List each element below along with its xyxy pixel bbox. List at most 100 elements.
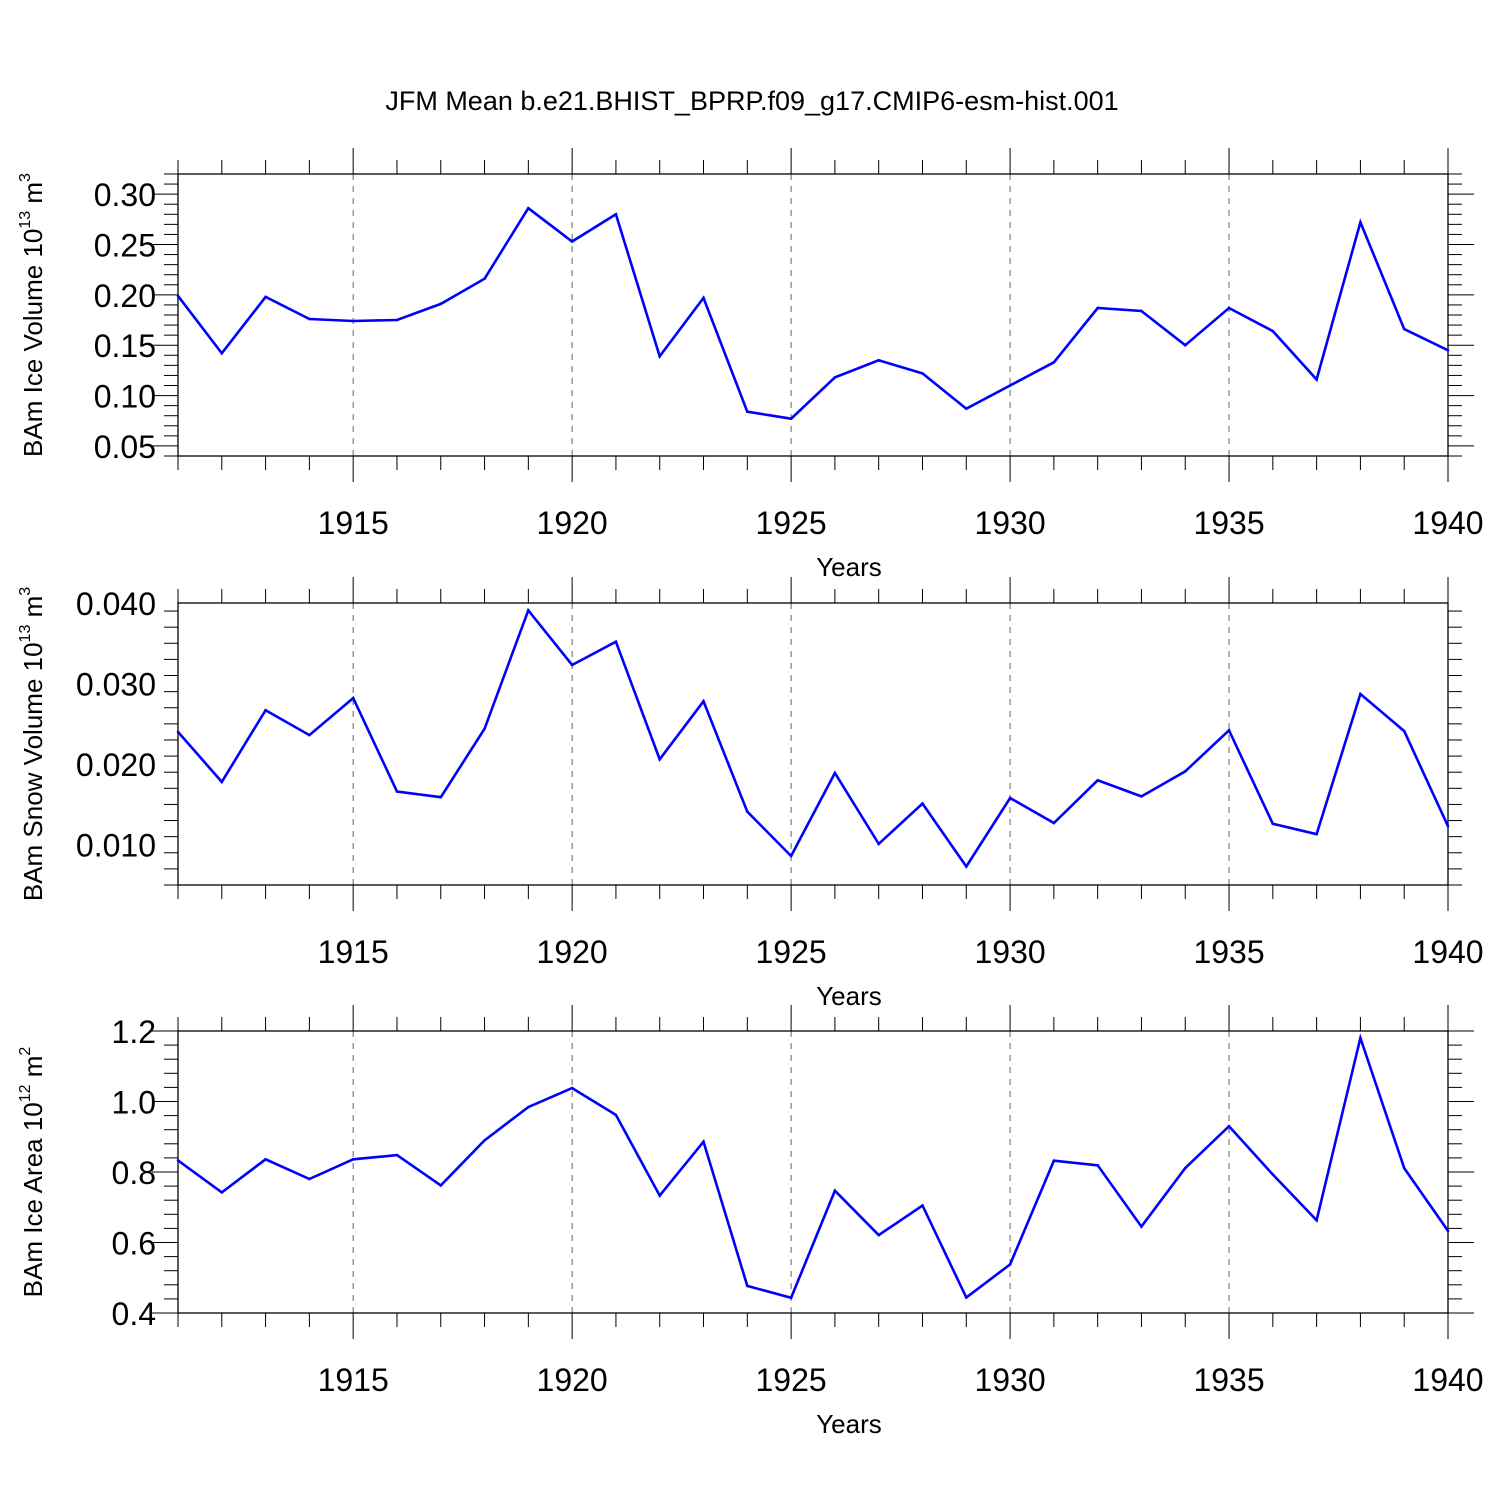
data-point xyxy=(1359,221,1362,224)
data-point xyxy=(1140,1225,1143,1228)
x-axis-label: Years xyxy=(816,981,882,1011)
plot-frame xyxy=(177,602,1449,886)
x-tick-label: 1930 xyxy=(974,1362,1045,1398)
series-line xyxy=(177,607,1450,869)
data-point xyxy=(833,376,837,379)
data-point xyxy=(1227,1124,1231,1128)
x-tick-label: 1925 xyxy=(756,934,827,970)
data-point xyxy=(658,1194,662,1197)
data-point xyxy=(483,277,486,281)
data-point xyxy=(1402,729,1406,733)
data-point xyxy=(746,410,749,413)
data-point xyxy=(1183,770,1187,773)
data-point xyxy=(176,1159,180,1162)
y-tick-label: 1.0 xyxy=(112,1085,156,1121)
data-point xyxy=(1052,1159,1056,1163)
x-tick-label: 1920 xyxy=(537,1362,608,1398)
data-point xyxy=(1271,822,1275,826)
panel-2: 0.010 0.020 0.030 0.040 1915 1920 1925 1930 1935… xyxy=(17,577,1484,1011)
data-point xyxy=(1008,384,1012,387)
data-point xyxy=(1008,1263,1012,1266)
panel-1: 0.05 0.10 0.15 0.20 0.25 0.30 1915 1920 1925 1930… xyxy=(17,148,1484,582)
series-line xyxy=(176,206,1449,421)
x-tick-label: 1915 xyxy=(318,505,389,541)
data-point xyxy=(570,663,574,667)
y-tick-label: 0.15 xyxy=(94,328,156,364)
data-point xyxy=(964,865,968,868)
data-point xyxy=(483,727,486,730)
data-point xyxy=(1315,378,1318,381)
y-tick-label: 0.30 xyxy=(94,177,156,213)
data-point xyxy=(964,1296,968,1299)
data-point xyxy=(833,771,837,775)
series-line xyxy=(177,1033,1450,1300)
data-point xyxy=(614,212,618,216)
plot-frame xyxy=(177,173,1449,457)
data-point xyxy=(1183,343,1187,347)
data-point xyxy=(746,810,749,813)
data-point xyxy=(395,790,399,793)
data-point xyxy=(1008,796,1012,800)
data-point xyxy=(702,1140,705,1143)
data-point xyxy=(1052,821,1056,825)
x-tick-label: 1930 xyxy=(974,934,1045,970)
y-tick-label: 0.030 xyxy=(76,667,156,703)
x-tick-label: 1925 xyxy=(756,505,827,541)
data-point xyxy=(264,295,267,299)
x-tick-label: 1935 xyxy=(1193,505,1264,541)
data-point xyxy=(877,1233,880,1237)
y-tick-label: 0.040 xyxy=(76,586,156,622)
data-point xyxy=(1359,692,1362,696)
x-tick-label: 1930 xyxy=(974,505,1045,541)
data-point xyxy=(1096,306,1099,310)
data-point xyxy=(527,1105,530,1109)
y-tick-label: 0.020 xyxy=(76,747,156,783)
data-point xyxy=(702,296,705,300)
data-point xyxy=(176,730,180,734)
data-point xyxy=(220,780,224,784)
data-point xyxy=(1271,1173,1275,1176)
y-tick-label: 1.2 xyxy=(112,1014,156,1050)
data-point xyxy=(1315,832,1318,836)
data-point xyxy=(1402,1166,1406,1170)
data-point xyxy=(308,317,311,321)
data-point xyxy=(877,842,880,846)
data-point xyxy=(308,733,311,737)
y-axis-label: BAm Ice Volume 1013 m3 xyxy=(17,173,48,457)
data-point xyxy=(746,1284,749,1288)
x-tick-label: 1935 xyxy=(1193,934,1264,970)
data-point xyxy=(833,1189,837,1192)
data-point xyxy=(614,1113,618,1117)
data-point xyxy=(570,240,574,243)
data-point xyxy=(877,359,880,362)
y-axis-label: BAm Ice Area 1012 m2 xyxy=(17,1047,48,1298)
data-point xyxy=(395,318,399,322)
data-point xyxy=(1402,327,1406,331)
y-tick-label: 0.8 xyxy=(112,1155,156,1191)
y-tick-label: 0.25 xyxy=(94,228,156,264)
data-point xyxy=(220,351,224,355)
data-point xyxy=(527,608,530,612)
data-point xyxy=(439,1184,443,1187)
data-point xyxy=(439,795,443,799)
data-point xyxy=(921,372,924,375)
data-point xyxy=(1315,1218,1318,1222)
data-point xyxy=(921,1204,924,1207)
data-point xyxy=(1446,1229,1450,1233)
data-point xyxy=(570,1086,574,1090)
x-tick-label: 1920 xyxy=(537,934,608,970)
data-point xyxy=(1140,795,1143,798)
data-point xyxy=(439,302,443,306)
data-point xyxy=(921,802,924,805)
x-tick-label: 1915 xyxy=(318,934,389,970)
data-point xyxy=(1096,1164,1099,1167)
data-point xyxy=(789,417,793,421)
data-point xyxy=(1140,309,1143,313)
data-point xyxy=(220,1191,224,1194)
figure-title: JFM Mean b.e21.BHIST_BPRP.f09_g17.CMIP6-… xyxy=(385,86,1118,116)
data-point xyxy=(351,319,355,323)
y-tick-label: 0.20 xyxy=(94,278,156,314)
data-point xyxy=(351,696,355,700)
x-tick-label: 1940 xyxy=(1412,934,1483,970)
data-point xyxy=(308,1177,311,1181)
